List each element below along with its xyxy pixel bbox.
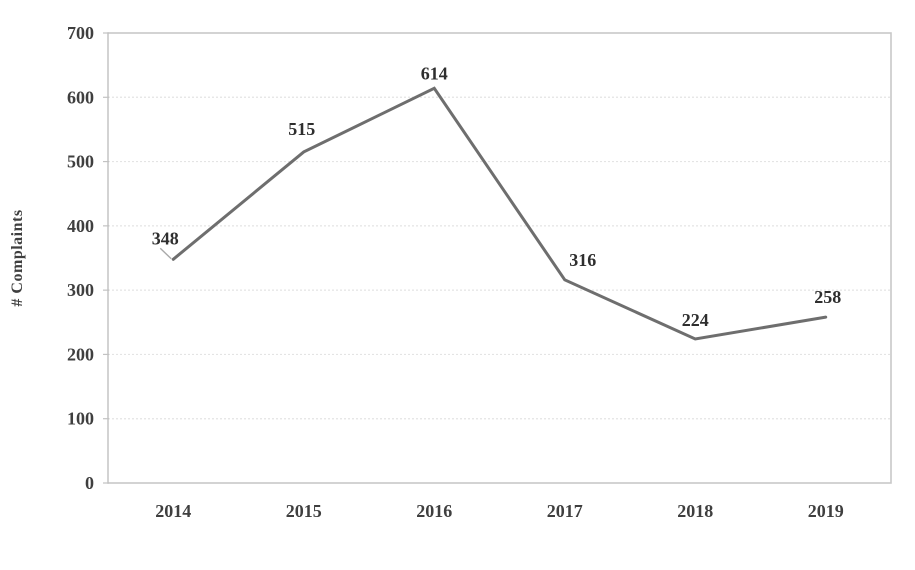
x-tick-label: 2014	[155, 501, 191, 521]
data-label: 348	[152, 228, 179, 248]
y-tick-label: 500	[67, 152, 94, 172]
x-tick-label: 2019	[808, 501, 844, 521]
y-tick-label: 0	[85, 473, 94, 493]
data-label: 515	[288, 119, 315, 139]
data-label: 614	[421, 63, 448, 83]
y-tick-label: 400	[67, 216, 94, 236]
data-label: 316	[569, 250, 596, 270]
x-tick-label: 2017	[547, 501, 583, 521]
x-tick-label: 2018	[677, 501, 713, 521]
y-axis-title: # Complaints	[9, 209, 26, 306]
x-tick-label: 2015	[286, 501, 322, 521]
plot-border	[107, 32, 892, 484]
data-label: 258	[814, 287, 841, 307]
data-label-leader-line	[159, 247, 172, 260]
series-line-complaints	[171, 86, 828, 341]
y-tick-label: 700	[67, 23, 94, 43]
y-tick-label: 300	[67, 280, 94, 300]
x-tick-label: 2016	[416, 501, 452, 521]
y-tick-label: 200	[67, 344, 94, 364]
y-tick-label: 100	[67, 409, 94, 429]
y-tick-label: 600	[67, 87, 94, 107]
data-label: 224	[682, 310, 709, 330]
